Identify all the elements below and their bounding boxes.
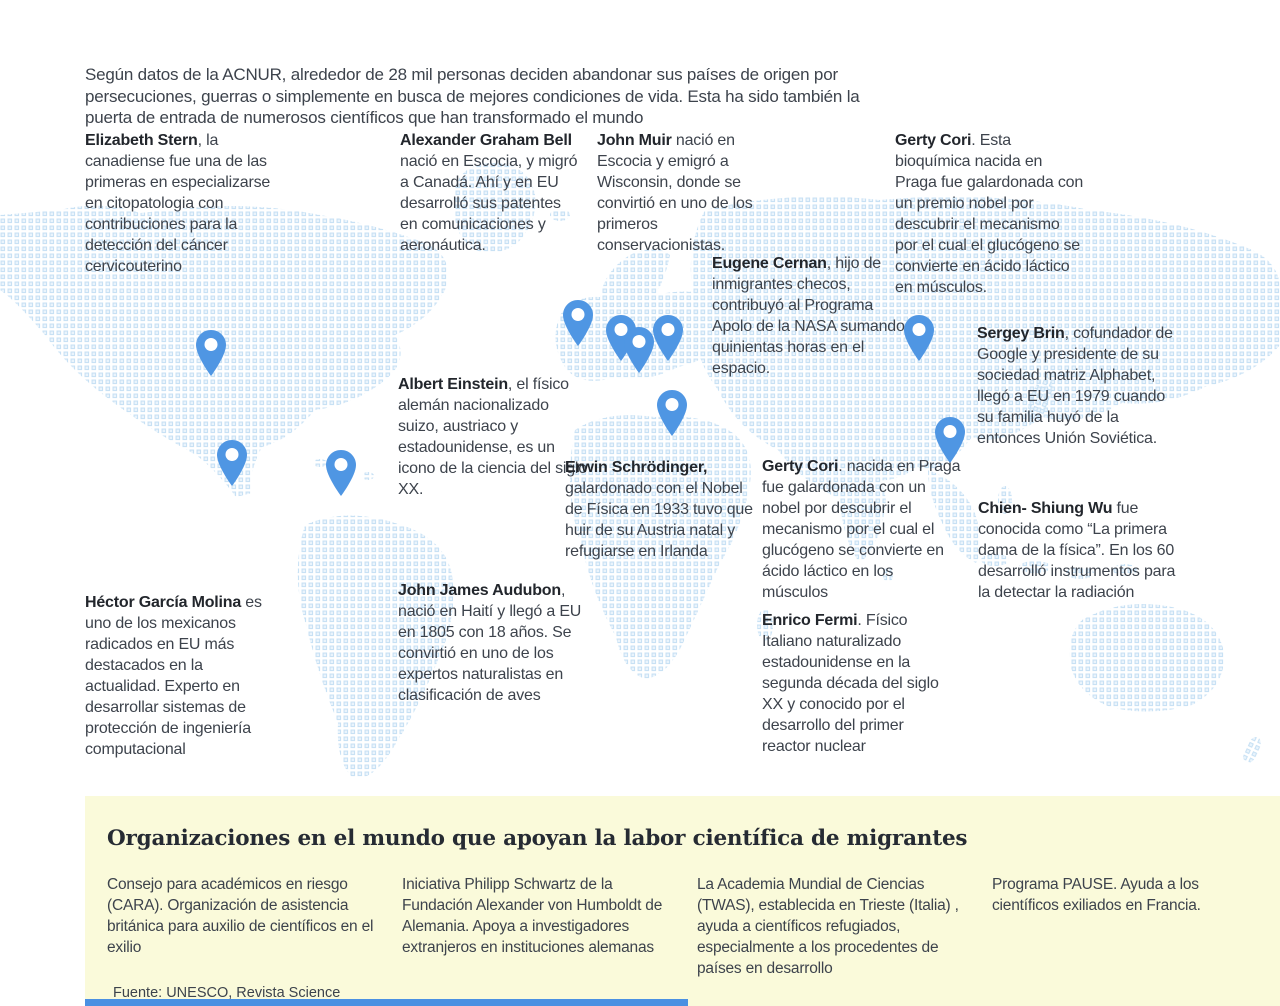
scientist-text: nació en Escocia y emigró a Wisconsin, d… xyxy=(597,132,753,254)
map-pin-icon xyxy=(904,315,934,361)
organization-item-pause: Programa PAUSE. Ayuda a los científicos … xyxy=(992,875,1201,914)
scientist-name: John James Audubon xyxy=(398,582,561,599)
scientist-note-eugene-cernan: Eugene Cernan, hijo de inmigrantes checo… xyxy=(712,253,910,379)
scientist-note-john-james-audubon: John James Audubon, nació en Haití y lle… xyxy=(398,580,591,706)
scientist-text: . Esta bioquímica nacida en Praga fue ga… xyxy=(895,132,1084,296)
map-pin-icon xyxy=(217,440,247,486)
scientist-name: Enrico Fermi xyxy=(762,612,858,629)
world-map xyxy=(0,163,1280,778)
scientist-name: Héctor García Molina xyxy=(85,594,242,611)
scientist-text: , nació en Haití y llegó a EU en 1805 co… xyxy=(398,582,582,704)
scientist-note-elizabeth-stern: Elizabeth Stern, la canadiense fue una d… xyxy=(85,130,275,277)
scientist-note-erwin-schrodinger: Erwin Schrödinger, galardonado con el No… xyxy=(565,457,755,562)
scientist-text: . nacida en Praga fue galardonada con un… xyxy=(762,458,961,601)
scientist-name: Erwin Schrödinger, xyxy=(565,459,708,476)
map-pin-icon xyxy=(563,300,593,346)
scientist-note-gerty-cori-2: Gerty Cori. nacida en Praga fue galardon… xyxy=(762,456,962,603)
scientist-note-gerty-cori-1: Gerty Cori. Esta bioquímica nacida en Pr… xyxy=(895,130,1085,298)
organizations-title: Organizaciones en el mundo que apoyan la… xyxy=(107,825,968,851)
map-pin-icon xyxy=(196,330,226,376)
scientist-text: fue conocida como “La primera dama de la… xyxy=(978,500,1176,601)
organization-item-philipp-schwartz: Iniciativa Philipp Schwartz de la Fundac… xyxy=(402,875,663,956)
scientist-name: Gerty Cori xyxy=(895,132,972,149)
scientist-text: , hijo de inmigrantes checos, contribuyó… xyxy=(712,255,905,377)
continents xyxy=(0,163,1280,778)
scientist-name: Chien- Shiung Wu xyxy=(978,500,1113,517)
scientist-name: Sergey Brin xyxy=(977,325,1065,342)
bottom-accent-bar xyxy=(85,999,688,1006)
scientist-name: John Muir xyxy=(597,132,672,149)
organization-item-cara: Consejo para académicos en riesgo (CARA)… xyxy=(107,875,374,956)
organization-item-twas: La Academia Mundial de Ciencias (TWAS), … xyxy=(697,875,959,977)
scientist-note-sergey-brin: Sergey Brin, cofundador de Google y pres… xyxy=(977,323,1177,449)
scientist-note-hector-garcia-molina: Héctor García Molina es uno de los mexic… xyxy=(85,592,275,760)
scientist-name: Eugene Cernan xyxy=(712,255,827,272)
scientist-text: es uno de los mexicanos radicados en EU … xyxy=(85,594,262,758)
organizations-panel: Organizaciones en el mundo que apoyan la… xyxy=(85,796,1280,1006)
scientist-name: Albert Einstein xyxy=(398,376,508,393)
scientist-note-albert-einstein: Albert Einstein, el físico alemán nacion… xyxy=(398,374,588,500)
scientist-text: . Físico Italiano naturalizado estadouni… xyxy=(762,612,939,755)
scientist-text: , cofundador de Google y presidente de s… xyxy=(977,325,1173,447)
scientist-name: Alexander Graham Bell xyxy=(400,132,572,149)
map-pin-icon xyxy=(935,417,965,463)
scientist-note-alexander-graham-bell: Alexander Graham Bell nació en Escocia, … xyxy=(400,130,580,256)
scientist-name: Elizabeth Stern xyxy=(85,132,198,149)
scientist-note-enrico-fermi: Enrico Fermi. Físico Italiano naturaliza… xyxy=(762,610,947,757)
scientist-note-john-muir: John Muir nació en Escocia y emigró a Wi… xyxy=(597,130,757,256)
source-text: Fuente: UNESCO, Revista Science xyxy=(113,984,341,1001)
scientist-name: Gerty Cori xyxy=(762,458,839,475)
scientist-text: galardonado con el Nobel de Física en 19… xyxy=(565,480,753,560)
map-pin-icon xyxy=(326,450,356,496)
scientist-note-chien-shiung-wu: Chien- Shiung Wu fue conocida como “La p… xyxy=(978,498,1183,603)
scientist-text: nació en Escocia, y migró a Canadá. Ahí … xyxy=(400,153,578,254)
map-pin-icon xyxy=(653,315,683,361)
scientist-text: , el físico alemán nacionalizado suizo, … xyxy=(398,376,587,498)
map-pin-icon xyxy=(624,327,654,373)
intro-text: Según datos de la ACNUR, alrededor de 28… xyxy=(85,65,860,127)
scientist-text: , la canadiense fue una de las primeras … xyxy=(85,132,271,275)
map-pin-icon xyxy=(657,390,687,436)
